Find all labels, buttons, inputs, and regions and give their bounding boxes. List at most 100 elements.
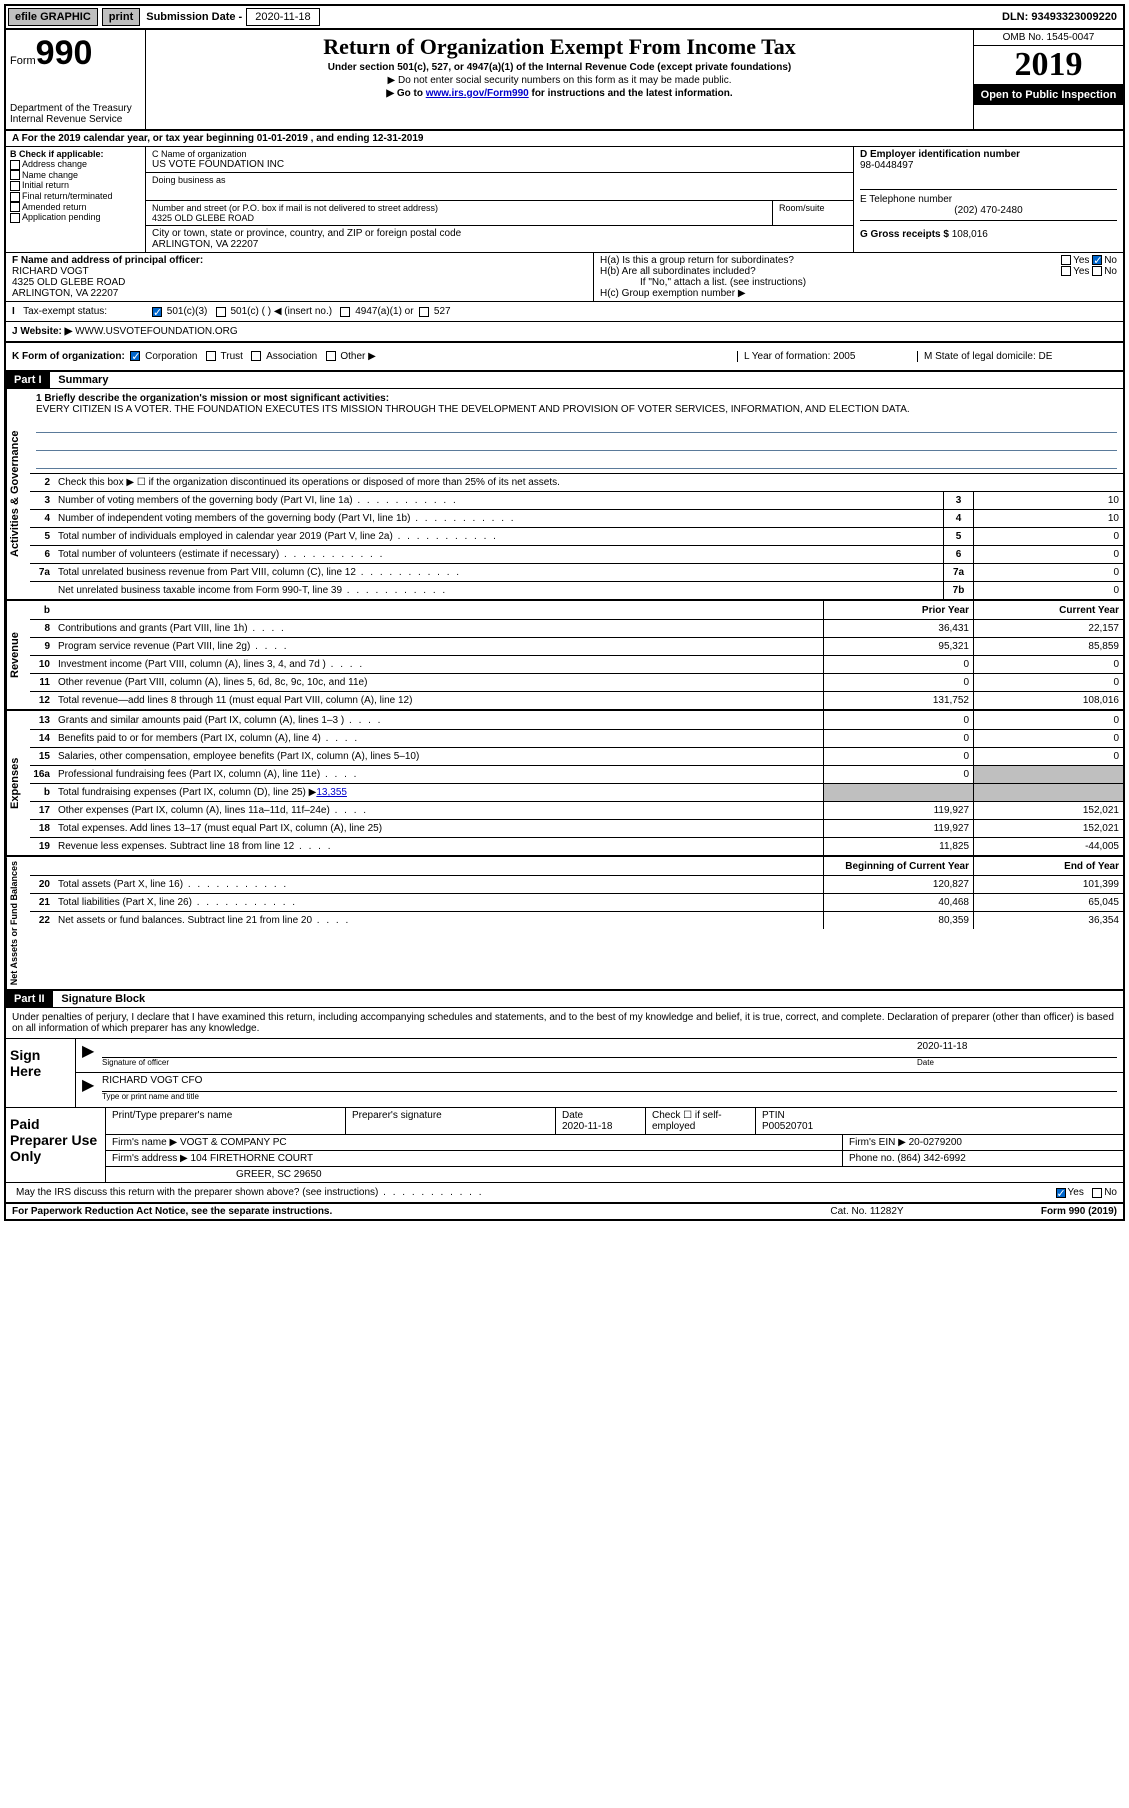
chk-527[interactable] — [419, 307, 429, 317]
chk-assoc[interactable] — [251, 351, 261, 361]
form-subtitle: Under section 501(c), 527, or 4947(a)(1)… — [150, 62, 969, 73]
hb-note: If "No," attach a list. (see instruction… — [600, 277, 1117, 288]
line7b: Net unrelated business taxable income fr… — [54, 583, 943, 598]
discuss-no[interactable] — [1092, 1188, 1102, 1198]
chk-corp[interactable] — [130, 351, 140, 361]
form-header: Form990 Department of the Treasury Inter… — [6, 30, 1123, 131]
line-a: A For the 2019 calendar year, or tax yea… — [6, 131, 1123, 147]
revenue-block: Revenue bPrior YearCurrent Year 8Contrib… — [6, 599, 1123, 709]
top-bar: efile GRAPHIC print Submission Date - 20… — [6, 6, 1123, 30]
tab-expenses: Expenses — [6, 711, 30, 855]
officer-group-row: F Name and address of principal officer:… — [6, 253, 1123, 302]
website-row: J Website: ▶ WWW.USVOTEFOUNDATION.ORG — [6, 322, 1123, 343]
line21: Total liabilities (Part X, line 26) — [54, 895, 823, 910]
chk-501c[interactable] — [216, 307, 226, 317]
ptin: P00520701 — [762, 1121, 813, 1132]
chk-501c3[interactable] — [152, 307, 162, 317]
tab-revenue: Revenue — [6, 601, 30, 709]
line12: Total revenue—add lines 8 through 11 (mu… — [54, 693, 823, 708]
chk-initial-return[interactable] — [10, 181, 20, 191]
arrow-icon: ▶ — [82, 1041, 102, 1070]
chk-amended[interactable] — [10, 202, 20, 212]
mission-text: EVERY CITIZEN IS A VOTER. THE FOUNDATION… — [36, 404, 1117, 415]
netassets-block: Net Assets or Fund Balances Beginning of… — [6, 855, 1123, 989]
form-title: Return of Organization Exempt From Incom… — [150, 34, 969, 60]
prep-date: 2020-11-18 — [562, 1121, 612, 1132]
prep-selfemp[interactable]: Check ☐ if self-employed — [646, 1108, 756, 1134]
prep-sig-hdr: Preparer's signature — [346, 1108, 556, 1134]
hb-yes[interactable] — [1061, 266, 1071, 276]
chk-name-change[interactable] — [10, 170, 20, 180]
room-label: Room/suite — [773, 201, 853, 225]
col-end: End of Year — [973, 857, 1123, 875]
street-address: 4325 OLD GLEBE ROAD — [152, 213, 766, 223]
line17: Other expenses (Part IX, column (A), lin… — [54, 803, 823, 818]
officer-name-printed: RICHARD VOGT CFO — [102, 1075, 1117, 1091]
firm-addr2: GREER, SC 29650 — [106, 1167, 1123, 1182]
line18: Total expenses. Add lines 13–17 (must eq… — [54, 821, 823, 836]
chk-other[interactable] — [326, 351, 336, 361]
sign-here-label: Sign Here — [6, 1039, 76, 1107]
line10: Investment income (Part VIII, column (A)… — [54, 657, 823, 672]
efile-button[interactable]: efile GRAPHIC — [8, 8, 98, 26]
dln: DLN: 93493323009220 — [1002, 11, 1123, 23]
prep-name-hdr: Print/Type preparer's name — [106, 1108, 346, 1134]
summary-body: Activities & Governance 1 Briefly descri… — [6, 389, 1123, 599]
tax-exempt-row: I Tax-exempt status: 501(c)(3) 501(c) ( … — [6, 302, 1123, 322]
ha-yes[interactable] — [1061, 255, 1071, 265]
note-link: ▶ Go to www.irs.gov/Form990 for instruct… — [150, 88, 969, 99]
arrow-icon: ▶ — [82, 1075, 102, 1105]
col-prior: Prior Year — [823, 601, 973, 619]
dba-label: Doing business as — [152, 175, 847, 185]
irs-link[interactable]: www.irs.gov/Form990 — [426, 88, 529, 99]
print-button[interactable]: print — [102, 8, 140, 26]
chk-4947[interactable] — [340, 307, 350, 317]
officer-addr1: 4325 OLD GLEBE ROAD — [12, 277, 587, 288]
sig-date: 2020-11-18 — [917, 1041, 1117, 1057]
col-beginning: Beginning of Current Year — [823, 857, 973, 875]
discuss-yes[interactable] — [1056, 1188, 1066, 1198]
name-label: C Name of organization — [152, 149, 847, 159]
website-value: WWW.USVOTEFOUNDATION.ORG — [75, 326, 238, 337]
line14: Benefits paid to or for members (Part IX… — [54, 731, 823, 746]
line5: Total number of individuals employed in … — [54, 529, 943, 544]
hb-no[interactable] — [1092, 266, 1102, 276]
ha-label: H(a) Is this a group return for subordin… — [600, 255, 1061, 266]
line11: Other revenue (Part VIII, column (A), li… — [54, 675, 823, 690]
line3: Number of voting members of the governin… — [54, 493, 943, 508]
city-state-zip: ARLINGTON, VA 22207 — [152, 239, 847, 250]
form-number: 990 — [36, 34, 93, 72]
officer-sig-label: Signature of officer — [102, 1057, 917, 1067]
ein-value: 98-0448497 — [860, 160, 1117, 171]
chk-trust[interactable] — [206, 351, 216, 361]
inspection-badge: Open to Public Inspection — [974, 85, 1123, 105]
expenses-block: Expenses 13Grants and similar amounts pa… — [6, 709, 1123, 855]
phone-label: E Telephone number — [860, 194, 1117, 205]
officer-addr2: ARLINGTON, VA 22207 — [12, 288, 587, 299]
part1-header: Part I Summary — [6, 372, 1123, 389]
chk-final-return[interactable] — [10, 192, 20, 202]
cat-no: Cat. No. 11282Y — [767, 1206, 967, 1217]
gross-receipts-value: 108,016 — [952, 229, 988, 240]
chk-address-change[interactable] — [10, 160, 20, 170]
line6: Total number of volunteers (estimate if … — [54, 547, 943, 562]
gross-receipts-label: G Gross receipts $ — [860, 229, 952, 240]
line16a: Professional fundraising fees (Part IX, … — [54, 767, 823, 782]
line22: Net assets or fund balances. Subtract li… — [54, 913, 823, 928]
city-label: City or town, state or province, country… — [152, 228, 847, 239]
note-ssn: ▶ Do not enter social security numbers o… — [150, 75, 969, 86]
addr-label: Number and street (or P.O. box if mail i… — [152, 203, 766, 213]
chk-pending[interactable] — [10, 213, 20, 223]
ha-no[interactable] — [1092, 255, 1102, 265]
line7a: Total unrelated business revenue from Pa… — [54, 565, 943, 580]
form-ref: Form 990 (2019) — [967, 1206, 1117, 1217]
tab-governance: Activities & Governance — [6, 389, 30, 599]
firm-name: VOGT & COMPANY PC — [180, 1137, 287, 1148]
line16b: Total fundraising expenses (Part IX, col… — [54, 785, 823, 800]
preparer-block: Paid Preparer Use Only Print/Type prepar… — [6, 1107, 1123, 1182]
line4: Number of independent voting members of … — [54, 511, 943, 526]
form-of-org-row: K Form of organization: Corporation Trus… — [6, 343, 1123, 372]
firm-addr: 104 FIRETHORNE COURT — [191, 1153, 314, 1164]
firm-phone: (864) 342-6992 — [897, 1153, 965, 1164]
firm-ein: 20-0279200 — [909, 1137, 962, 1148]
